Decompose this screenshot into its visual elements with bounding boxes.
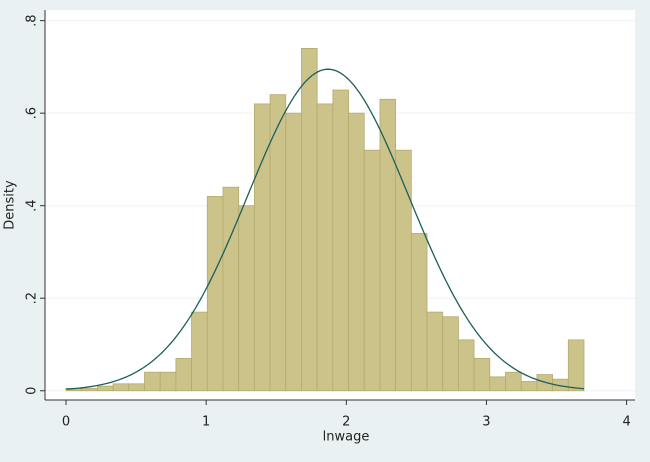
bar	[363, 149, 381, 392]
bar	[473, 357, 491, 392]
bar	[505, 371, 522, 392]
bar	[128, 383, 145, 392]
bar	[458, 339, 475, 392]
x-tick-label: 0	[62, 415, 70, 430]
x-tick-label: 1	[202, 415, 210, 430]
bar	[379, 98, 397, 392]
bar	[426, 311, 444, 392]
bar	[442, 316, 459, 392]
y-tick-label: 0	[25, 387, 40, 395]
normal-density-curve	[65, 68, 585, 390]
bar	[567, 339, 585, 392]
bar	[222, 186, 240, 392]
x-axis-title: lnwage	[323, 430, 370, 445]
bar	[206, 196, 224, 392]
y-tick-label: .6	[25, 107, 40, 119]
x-tick-label: 4	[622, 415, 630, 430]
bar	[395, 149, 412, 392]
bar	[332, 89, 349, 392]
y-tick-label: .2	[25, 292, 40, 304]
bar	[81, 388, 98, 392]
bar	[316, 103, 334, 392]
bar	[301, 47, 318, 392]
x-tick-label: 3	[482, 415, 490, 430]
bar	[159, 371, 177, 392]
y-tick-label: .8	[25, 14, 40, 26]
bar	[348, 112, 365, 392]
bar	[191, 311, 208, 392]
bar	[112, 383, 130, 392]
x-tick-label: 2	[342, 415, 350, 430]
bar	[97, 385, 114, 392]
bar	[410, 233, 428, 392]
bar	[175, 357, 192, 392]
bar	[489, 376, 506, 392]
bar	[238, 205, 255, 392]
y-tick-label: .4	[25, 199, 40, 211]
bar	[144, 371, 161, 392]
bar	[285, 112, 302, 392]
y-axis-title: Density	[3, 180, 18, 230]
bar	[520, 381, 538, 392]
